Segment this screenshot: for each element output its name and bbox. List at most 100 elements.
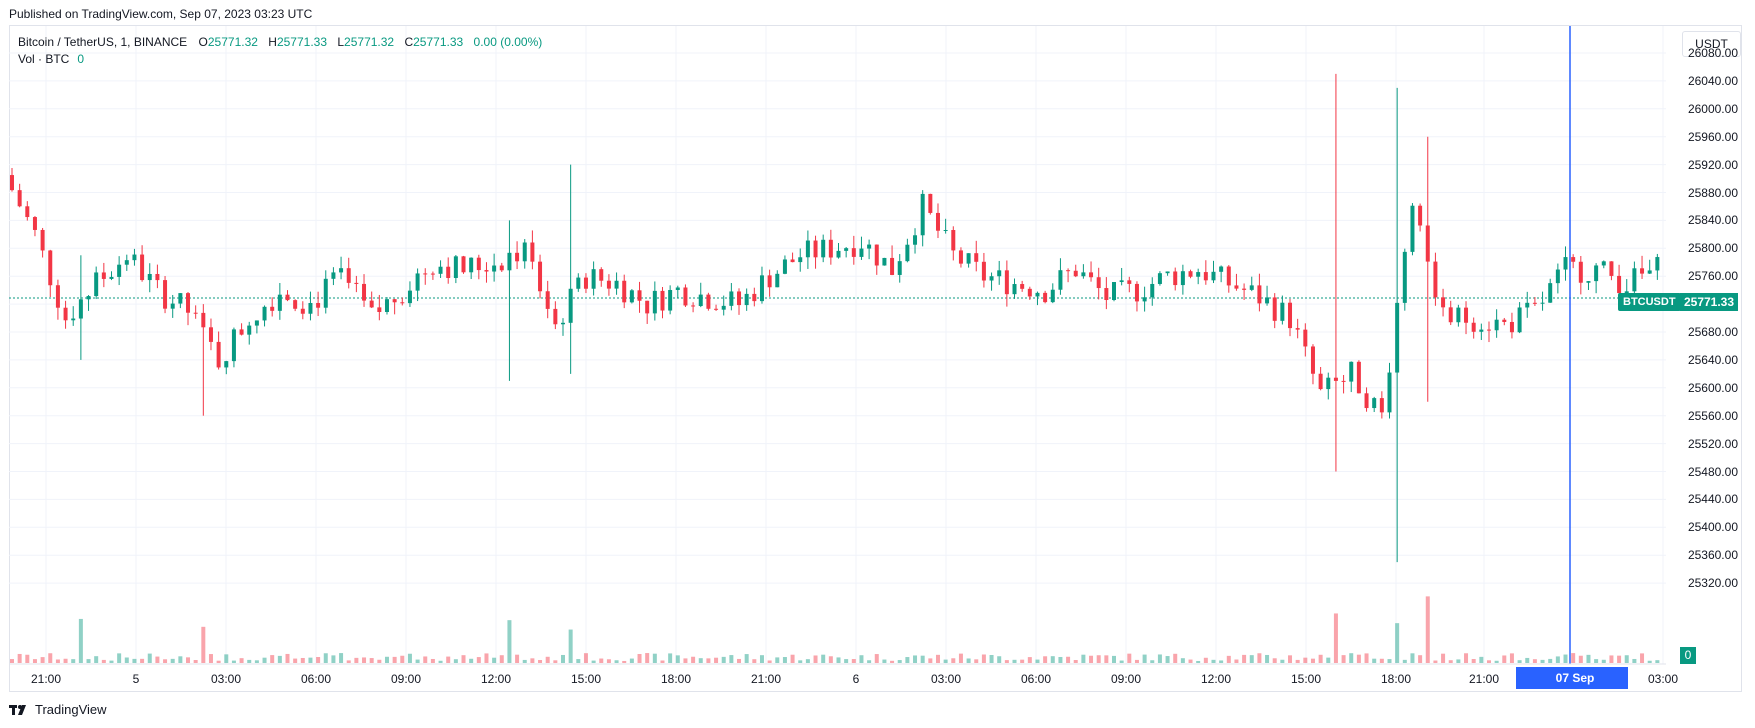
candle-body (744, 293, 749, 306)
candle-body (247, 325, 252, 335)
volume-bar (339, 653, 344, 663)
volume-bar (1326, 657, 1331, 663)
volume-bar (1395, 623, 1400, 663)
currency-button[interactable]: USDT (1682, 31, 1741, 57)
candle-body (652, 290, 657, 314)
crosshair-date: 07 Sep '23 (1539, 671, 1595, 707)
high-label: H (268, 35, 277, 49)
candle-body (354, 282, 359, 284)
tradingview-brand[interactable]: TradingView (9, 702, 107, 717)
price-axis-label: 25800.00 (1687, 241, 1738, 256)
candle-body (476, 257, 481, 271)
volume-bar (974, 659, 979, 663)
candle-body (415, 273, 420, 291)
candle-body (117, 264, 122, 277)
symbol-title[interactable]: Bitcoin / TetherUS, 1, BINANCE (18, 35, 188, 49)
candle-body (859, 248, 864, 257)
candle-body (981, 261, 986, 281)
volume-bar (94, 656, 99, 663)
volume-bar (721, 656, 726, 663)
candle-body (1502, 319, 1507, 322)
candle-body (622, 280, 627, 303)
volume-bar (109, 660, 114, 663)
volume-bar (1517, 660, 1522, 663)
candle-body (1563, 257, 1568, 270)
volume-bar (782, 657, 787, 663)
chart-pane[interactable] (9, 25, 1742, 692)
volume-bar (346, 660, 351, 663)
candle-body (1150, 283, 1155, 298)
time-axis-label: 09:00 (1110, 672, 1142, 686)
candle-body (997, 270, 1002, 277)
candle-body (1617, 275, 1622, 294)
candle-body (1020, 284, 1025, 289)
volume-bar (1647, 660, 1652, 663)
volume-bar (706, 658, 711, 663)
volume-bar (1295, 659, 1300, 663)
candle-body (32, 217, 37, 230)
volume-bar (859, 655, 864, 663)
candle-body (469, 257, 474, 273)
volume-bar (407, 653, 412, 663)
candle-body (339, 268, 344, 273)
volume-bar (775, 657, 780, 663)
candle-body (86, 296, 91, 300)
candle-body (729, 291, 734, 306)
close-label: C (404, 35, 414, 49)
volume-bar (1303, 657, 1308, 663)
candle-body (285, 294, 290, 301)
candle-body (1265, 297, 1270, 304)
candle-body (874, 244, 879, 266)
candle-body (423, 273, 428, 275)
volume-bar (40, 657, 45, 663)
price-axis-label: 25440.00 (1687, 492, 1738, 507)
volume-bar (981, 654, 986, 663)
candle-body (721, 305, 726, 310)
candle-body (170, 303, 175, 309)
volume-bar (583, 653, 588, 663)
candle-body (1571, 257, 1576, 262)
price-axis-label: 25840.00 (1687, 213, 1738, 228)
open-value: 25771.32 (207, 35, 258, 49)
candle-body (1226, 266, 1231, 286)
time-axis-label: 15:00 (570, 672, 602, 686)
volume-bar (737, 658, 742, 663)
published-caption: Published on TradingView.com, Sep 07, 20… (9, 7, 313, 21)
volume-bar (1525, 657, 1530, 663)
crosshair-time: 00:00 (1567, 693, 1599, 707)
volume-bar (1578, 655, 1583, 663)
volume-bar (1310, 658, 1315, 663)
volume-bar (124, 657, 129, 663)
candle-body (1288, 302, 1293, 329)
candle-body (124, 260, 129, 265)
volume-bar (1356, 654, 1361, 663)
last-price-tag: 25771.33 (1680, 293, 1738, 311)
volume-bar (561, 654, 565, 663)
close-value: 25771.33 (413, 35, 464, 49)
volume-legend[interactable]: Vol · BTC 0 (18, 52, 84, 66)
volume-value: 0 (77, 52, 85, 66)
candle-body (767, 275, 772, 288)
volume-bar (170, 658, 175, 663)
volume-bar (247, 659, 252, 663)
candle-body (147, 273, 152, 281)
volume-bar (239, 658, 244, 663)
candle-body (1203, 272, 1208, 281)
candle-body (645, 300, 650, 314)
volume-bar (1341, 655, 1346, 663)
candle-body (1211, 271, 1216, 281)
volume-bar (882, 659, 887, 663)
volume-bar (1402, 659, 1407, 663)
volume-bar (844, 659, 849, 663)
candle-body (1479, 329, 1484, 332)
volume-bar (1134, 659, 1139, 663)
low-value: 25771.32 (344, 35, 395, 49)
symbol-legend[interactable]: Bitcoin / TetherUS, 1, BINANCE O25771.32… (18, 35, 549, 49)
candle-body (1372, 398, 1377, 409)
time-axis-label: 12:00 (480, 672, 512, 686)
volume-bar (178, 656, 183, 663)
volume-bar (1372, 658, 1377, 663)
crosshair-time-label: 07 Sep '23 00:00 (1516, 667, 1628, 707)
price-axis-label: 26040.00 (1687, 73, 1738, 88)
